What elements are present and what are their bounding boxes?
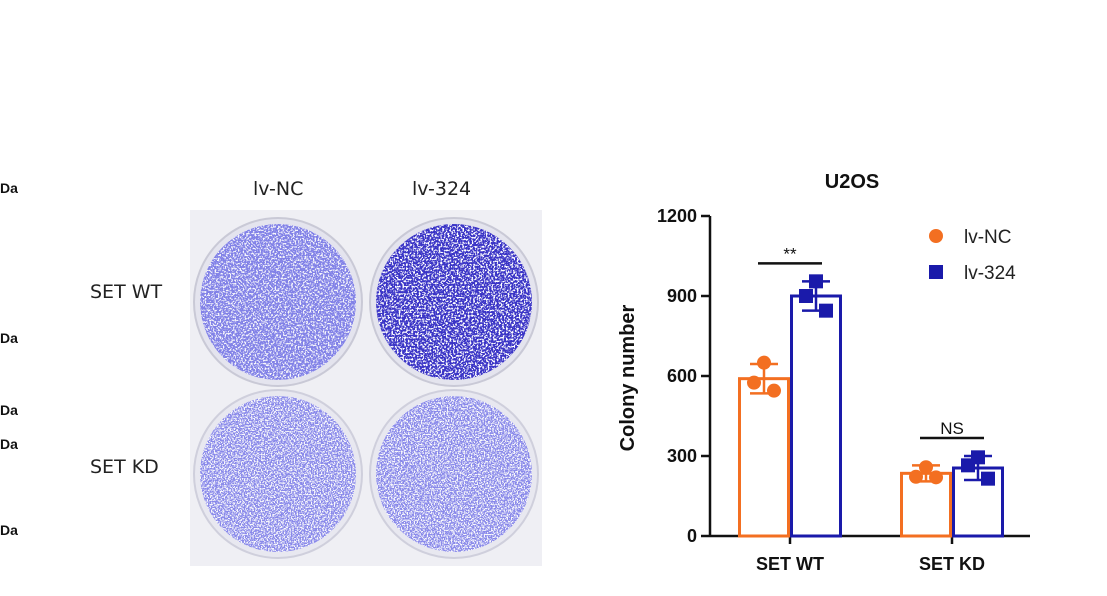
plate-wt-nc	[193, 217, 363, 387]
x-tick-label: SET WT	[756, 554, 824, 574]
legend-marker	[929, 265, 943, 279]
x-tick-label: SET KD	[919, 554, 985, 574]
y-tick-label: 600	[667, 366, 697, 386]
legend-label: lv-NC	[964, 227, 1012, 248]
data-point	[961, 458, 975, 473]
legend-label: lv-324	[964, 263, 1016, 284]
data-point	[909, 469, 923, 484]
chart-title: U2OS	[825, 171, 879, 193]
legend-marker	[929, 229, 943, 243]
plate-kd-nc	[193, 389, 363, 559]
plate-column-label: lv-324	[412, 178, 472, 200]
plate-row-label: SET KD	[90, 456, 159, 478]
y-tick-label: 0	[687, 526, 697, 546]
cropped-edge-label: Da	[0, 522, 18, 538]
data-point	[929, 470, 943, 485]
y-axis-label: Colony number	[617, 304, 639, 451]
y-tick-label: 900	[667, 286, 697, 306]
bar	[790, 294, 842, 538]
significance-label: **	[783, 244, 797, 263]
y-axis: 0 300 600 900 1200	[657, 206, 712, 546]
data-point	[809, 274, 823, 289]
data-point	[757, 355, 771, 370]
plate-column-label: lv-NC	[253, 178, 304, 200]
plate-row-label: SET WT	[90, 281, 163, 303]
bar	[738, 377, 790, 538]
data-point	[747, 375, 761, 390]
colony-plate-photo	[190, 210, 542, 566]
colony-bar-chart: U2OS Colony number 0 300 600 900 1200 SET WT…	[617, 171, 1030, 574]
bar	[900, 471, 952, 538]
x-axis: SET WT SET KD	[710, 534, 1030, 574]
points-layer	[747, 274, 995, 486]
legend: lv-NC lv-324	[929, 227, 1016, 284]
significance-label: NS	[940, 419, 964, 438]
data-point	[767, 383, 781, 398]
data-point	[981, 471, 995, 486]
data-point	[799, 289, 813, 303]
cropped-edge-label: Da	[0, 402, 18, 418]
cropped-edge-label: Da	[0, 436, 18, 452]
plate-kd-324	[369, 389, 539, 559]
y-tick-label: 1200	[657, 206, 697, 226]
significance-layer: ** NS	[758, 244, 984, 440]
cropped-edge-label: Da	[0, 180, 18, 196]
data-point	[919, 460, 933, 475]
bars-layer	[738, 294, 1004, 538]
cropped-edge-label: Da	[0, 330, 18, 346]
plate-wt-324	[369, 217, 539, 387]
data-point	[819, 303, 833, 318]
y-tick-label: 300	[667, 446, 697, 466]
